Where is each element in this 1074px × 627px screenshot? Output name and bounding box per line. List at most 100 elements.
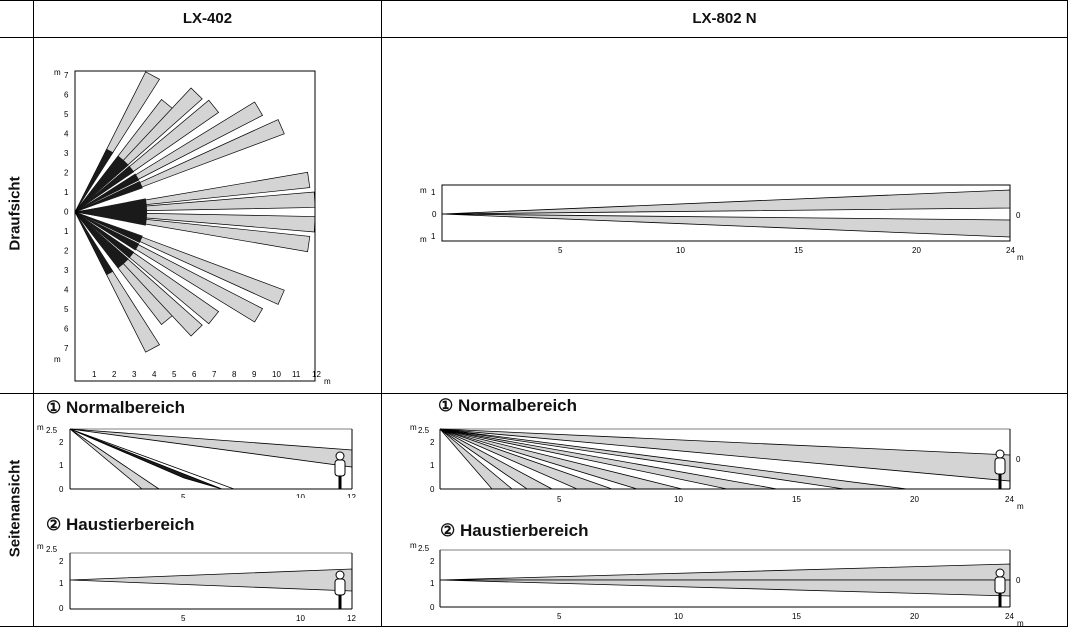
section-title-pet-left: ② Haustierbereich xyxy=(46,515,195,534)
plot-frame xyxy=(74,70,316,382)
detection-beam-dark xyxy=(75,165,135,212)
y-tick-label: 1 xyxy=(64,227,69,236)
y-tick-label: 5 xyxy=(64,110,69,119)
person-icon xyxy=(994,568,1006,607)
svg-text:2.5: 2.5 xyxy=(418,426,430,435)
svg-text:10: 10 xyxy=(674,612,683,621)
person-icon xyxy=(334,570,346,609)
svg-text:2.5: 2.5 xyxy=(46,426,58,435)
y-tick-label: 2 xyxy=(64,247,69,256)
svg-text:5: 5 xyxy=(557,612,562,621)
svg-text:5: 5 xyxy=(558,246,563,255)
svg-text:m: m xyxy=(410,423,417,432)
detection-beam-dark xyxy=(75,204,148,213)
y-tick-label: 6 xyxy=(64,91,69,100)
person-icon xyxy=(994,449,1006,489)
column-header-lx802n: LX-802 N xyxy=(692,10,757,27)
detection-beam-dark xyxy=(75,212,135,259)
svg-text:20: 20 xyxy=(910,495,919,504)
lx402-side-pet-diagram: m 2.5 2 1 0 5 10 12 xyxy=(37,542,356,623)
svg-text:1: 1 xyxy=(430,461,435,470)
section-title-normal-left: ① Normalbereich xyxy=(46,398,186,417)
x-tick-label: 10 xyxy=(272,370,281,379)
svg-text:2: 2 xyxy=(59,438,64,447)
svg-text:2: 2 xyxy=(430,557,435,566)
detection-beam-dark xyxy=(75,173,140,212)
column-header-lx402: LX-402 xyxy=(182,10,233,27)
detection-beam-dark xyxy=(75,212,143,243)
svg-text:24: 24 xyxy=(1005,495,1014,504)
svg-text:2: 2 xyxy=(430,438,435,447)
x-tick-label: 6 xyxy=(192,370,197,379)
svg-text:5: 5 xyxy=(181,614,186,623)
svg-text:1: 1 xyxy=(430,579,435,588)
lx802-top-view-diagram: m 1 0 m 1 0 5 10 15 20 24 m xyxy=(420,184,1024,262)
svg-text:1: 1 xyxy=(59,579,64,588)
detection-beam-dark xyxy=(75,212,125,269)
svg-text:10: 10 xyxy=(296,493,305,498)
svg-text:5: 5 xyxy=(557,495,562,504)
detection-beam-dark xyxy=(75,212,114,276)
svg-text:m: m xyxy=(37,423,44,432)
person-icon xyxy=(334,451,346,489)
x-tick-label: 7 xyxy=(212,370,217,379)
detection-beam-dark xyxy=(75,212,129,265)
y-unit-bottom: m xyxy=(54,355,61,364)
svg-text:0: 0 xyxy=(432,210,437,219)
svg-text:m: m xyxy=(1017,502,1024,511)
plot-frame xyxy=(441,184,1011,242)
y-unit-top: m xyxy=(54,68,61,77)
svg-text:10: 10 xyxy=(674,495,683,504)
section-title-normal-right: ① Normalbereich xyxy=(438,396,578,415)
svg-text:m: m xyxy=(1017,253,1024,262)
x-tick-label: 12 xyxy=(312,370,321,379)
detection-beam-dark xyxy=(75,198,147,212)
svg-text:24: 24 xyxy=(1006,246,1015,255)
lx402-side-normal-diagram: m 2.5 2 1 0 5 10 12 xyxy=(37,423,356,498)
lx802-side-normal-diagram: m 2.5 2 1 0 0 5 10 15 20 24 m xyxy=(410,423,1024,511)
svg-text:0: 0 xyxy=(59,604,64,613)
x-tick-label: 5 xyxy=(172,370,177,379)
svg-text:1: 1 xyxy=(59,461,64,470)
x-tick-label: 1 xyxy=(92,370,97,379)
svg-text:0: 0 xyxy=(59,485,64,494)
svg-text:m: m xyxy=(37,542,44,551)
beam-group xyxy=(74,71,316,353)
svg-text:m: m xyxy=(420,186,427,195)
svg-text:0: 0 xyxy=(430,485,435,494)
row-label-draufsicht: Draufsicht xyxy=(6,176,24,251)
lx802-side-pet-diagram: m 2.5 2 1 0 0 5 10 15 20 24 m xyxy=(410,541,1024,627)
beam-upper xyxy=(441,189,1011,215)
detection-beam-dark xyxy=(75,159,129,212)
detection-beam-dark xyxy=(75,181,143,212)
x-tick-label: 4 xyxy=(152,370,157,379)
svg-text:12: 12 xyxy=(347,493,356,498)
y-tick-label: 3 xyxy=(64,149,69,158)
y-tick-label: 7 xyxy=(64,344,69,353)
svg-text:15: 15 xyxy=(794,246,803,255)
y-tick-label: 1 xyxy=(64,188,69,197)
section-title-pet-right: ② Haustierbereich xyxy=(440,521,589,540)
x-tick-label: 11 xyxy=(292,370,301,379)
y-tick-label: 6 xyxy=(64,325,69,334)
y-tick-label: 2 xyxy=(64,169,69,178)
svg-text:1: 1 xyxy=(431,232,436,241)
svg-text:0: 0 xyxy=(1016,455,1021,464)
svg-text:m: m xyxy=(420,235,427,244)
detection-beam-dark xyxy=(75,212,140,251)
y-tick-label: 7 xyxy=(64,71,69,80)
svg-text:m: m xyxy=(1017,619,1024,627)
row-label-seitenansicht: Seitenansicht xyxy=(6,459,24,558)
detection-beam-dark xyxy=(75,212,147,226)
y-tick-label: 0 xyxy=(64,208,69,217)
x-unit: m xyxy=(324,377,331,386)
detection-beam-dark xyxy=(75,211,148,220)
svg-text:1: 1 xyxy=(431,188,436,197)
svg-text:15: 15 xyxy=(792,495,801,504)
svg-text:10: 10 xyxy=(676,246,685,255)
x-tick-label: 3 xyxy=(132,370,137,379)
beam-lower xyxy=(441,213,1011,238)
svg-text:m: m xyxy=(410,541,417,550)
svg-text:0: 0 xyxy=(1016,576,1021,585)
